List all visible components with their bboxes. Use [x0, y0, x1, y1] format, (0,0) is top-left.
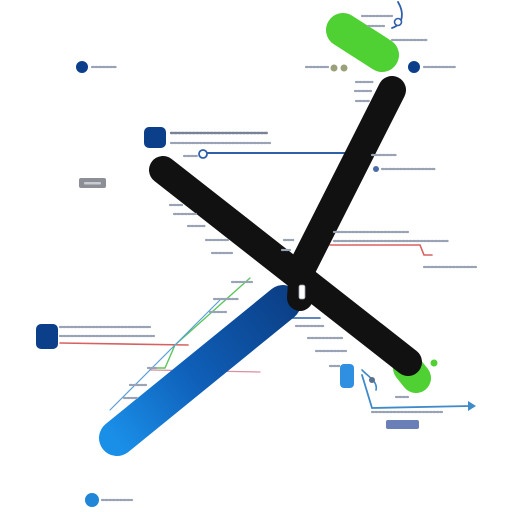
- black-stroke-descending: [149, 156, 422, 376]
- rounded-square-marker-icon: [36, 324, 58, 349]
- leader-line-red-right: [329, 244, 433, 256]
- circle-marker-icon: [198, 149, 208, 159]
- green-cap-top: [326, 13, 399, 72]
- circle-marker-icon: [373, 166, 379, 172]
- circle-marker-icon: [330, 64, 338, 72]
- circle-marker-icon: [369, 377, 375, 383]
- black-stroke-ascending: [288, 76, 406, 282]
- markers: [36, 17, 438, 507]
- circle-marker-icon: [408, 61, 420, 73]
- rounded-square-marker-icon: [340, 364, 354, 388]
- slate-badge: [386, 420, 419, 429]
- circle-marker-icon: [430, 359, 438, 367]
- circle-marker-icon: [85, 493, 99, 507]
- circle-marker-icon: [340, 64, 348, 72]
- leader-line-lower-left: [109, 299, 221, 411]
- leader-line-red-left: [59, 342, 189, 346]
- arrowhead-right: [468, 401, 476, 411]
- illegible-annotations: [58, 14, 478, 502]
- blue-stroke: [99, 285, 301, 456]
- rounded-square-marker-icon: [144, 127, 166, 148]
- circle-marker-icon: [393, 17, 403, 27]
- x-mark-logo-icon: [99, 13, 431, 456]
- leader-line-teal-bottom: [361, 374, 471, 409]
- gray-badge-inner: [84, 182, 101, 185]
- circle-marker-icon: [76, 61, 88, 73]
- leader-curl-top: [391, 1, 403, 29]
- center-node: [298, 284, 306, 300]
